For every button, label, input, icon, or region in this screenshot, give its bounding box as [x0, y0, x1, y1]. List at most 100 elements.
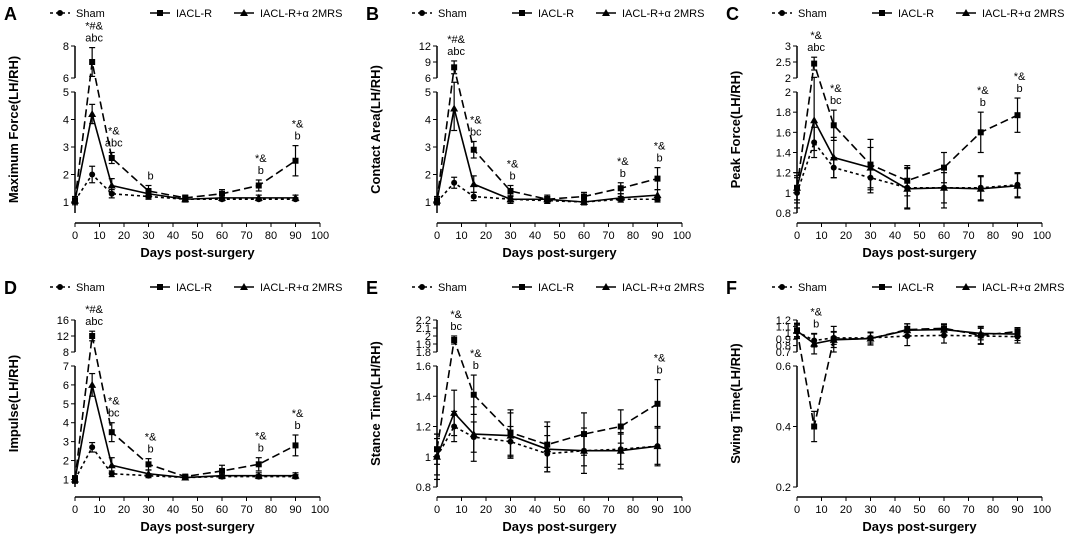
legend-label: Sham	[438, 8, 467, 20]
x-tick-label: 50	[553, 504, 565, 516]
data-point	[829, 153, 838, 161]
data-point	[254, 471, 263, 479]
significance-label: *&	[470, 348, 482, 360]
x-tick-label: 50	[191, 230, 203, 242]
data-point	[107, 461, 116, 469]
series-line	[74, 61, 296, 201]
x-tick-label: 80	[265, 230, 277, 242]
data-point	[616, 446, 625, 454]
panel-label: E	[366, 278, 378, 298]
significance-label: b	[1016, 83, 1022, 95]
significance-label: b	[656, 365, 662, 377]
significance-label: b	[813, 318, 819, 330]
y-tick-label: 1	[785, 188, 791, 200]
y-axis-title: Swing Time(LH/RH)	[728, 343, 743, 463]
x-tick-label: 0	[72, 230, 78, 242]
data-point	[469, 180, 478, 188]
y-tick-label: 2.1	[416, 323, 431, 335]
significance-label: *&	[654, 141, 666, 153]
data-point	[469, 430, 478, 438]
y-tick-label: 0.2	[776, 482, 791, 494]
legend-marker	[779, 10, 785, 16]
x-tick-label: 100	[311, 230, 329, 242]
x-tick-label: 80	[627, 230, 639, 242]
y-tick-label: 2	[63, 456, 69, 468]
series-line	[796, 330, 1018, 342]
y-tick-label: 8	[63, 41, 69, 53]
data-point	[1014, 112, 1021, 119]
y-tick-label: 1	[63, 197, 69, 209]
legend-label: IACL-R	[538, 282, 574, 294]
y-tick-label: 5	[63, 87, 69, 99]
legend-item: IACL-R+α 2MRS	[234, 8, 342, 20]
y-tick-label: 6	[63, 380, 69, 392]
y-tick-label: 1.2	[416, 422, 431, 434]
data-point	[470, 193, 477, 200]
y-tick-label: 1.4	[416, 391, 431, 403]
x-tick-label: 20	[118, 504, 130, 516]
data-point	[810, 339, 819, 347]
x-tick-label: 90	[651, 230, 663, 242]
data-point	[89, 333, 96, 339]
significance-label: b	[258, 165, 264, 177]
x-tick-label: 30	[142, 230, 154, 242]
legend-marker	[157, 10, 163, 16]
data-point	[580, 198, 588, 205]
data-point	[433, 196, 441, 204]
series-2	[72, 330, 299, 484]
x-axis-title: Days post-surgery	[502, 245, 617, 260]
data-point	[71, 475, 79, 483]
x-tick-label: 10	[93, 504, 105, 516]
y-tick-label: 0.4	[776, 422, 791, 434]
significance-label: abc	[105, 138, 123, 150]
significance-label: *#&	[447, 34, 465, 46]
data-point	[181, 195, 190, 203]
y-tick-label: 2	[425, 170, 431, 182]
x-tick-label: 0	[434, 504, 440, 516]
x-tick-label: 40	[889, 504, 901, 516]
data-point	[654, 175, 661, 182]
series-3	[793, 322, 1022, 355]
data-point	[181, 473, 190, 481]
legend-label: Sham	[798, 8, 827, 20]
legend-marker	[240, 283, 248, 290]
legend-item: Sham	[772, 282, 827, 294]
panel-label: A	[4, 4, 17, 24]
x-tick-label: 50	[913, 504, 925, 516]
x-tick-label: 30	[504, 230, 516, 242]
y-axis-title: Peak Force(LH/RH)	[728, 71, 743, 189]
y-tick-label: 2	[63, 170, 69, 182]
significance-label: *&	[292, 408, 304, 420]
series-2	[434, 60, 661, 206]
x-tick-label: 70	[602, 230, 614, 242]
y-axis-title: Stance Time(LH/RH)	[368, 341, 383, 466]
data-point	[866, 163, 875, 171]
legend-marker	[879, 10, 885, 16]
y-tick-label: 0.6	[776, 361, 791, 373]
panel-label: D	[4, 278, 17, 298]
significance-label: b	[294, 420, 300, 432]
y-tick-label: 2	[785, 73, 791, 85]
significance-label: bc	[450, 321, 462, 333]
legend-label: IACL-R+α 2MRS	[982, 282, 1064, 294]
x-axis-title: Days post-surgery	[862, 245, 977, 260]
chart-panel-d: D Sham IACL-R IACL-R+α 2MRS 1 2 3 4 5 6 7 8 12 16 0 10 2…	[0, 274, 355, 551]
x-tick-label: 90	[651, 504, 663, 516]
y-tick-label: 3	[63, 142, 69, 154]
significance-label: *&	[830, 83, 842, 95]
legend-marker	[519, 10, 525, 16]
x-tick-label: 90	[1011, 230, 1023, 242]
data-point	[145, 461, 152, 468]
data-point	[144, 469, 153, 477]
series-line	[796, 328, 1018, 345]
data-point	[810, 116, 819, 124]
x-tick-label: 30	[864, 230, 876, 242]
x-tick-label: 10	[93, 230, 105, 242]
y-tick-label: 12	[419, 41, 431, 53]
series-2	[72, 46, 299, 206]
x-tick-label: 60	[578, 504, 590, 516]
legend-item: Sham	[50, 282, 105, 294]
x-tick-label: 50	[191, 504, 203, 516]
y-tick-label: 0.8	[776, 341, 791, 353]
